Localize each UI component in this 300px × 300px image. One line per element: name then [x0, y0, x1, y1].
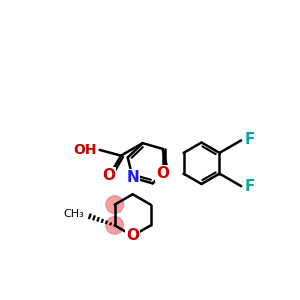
Text: N: N: [126, 170, 139, 185]
Text: O: O: [156, 166, 169, 181]
Text: O: O: [102, 168, 115, 183]
Circle shape: [106, 217, 124, 234]
Text: F: F: [244, 179, 255, 194]
Text: CH₃: CH₃: [63, 209, 84, 219]
Text: O: O: [126, 228, 139, 243]
Text: F: F: [244, 132, 255, 147]
Circle shape: [106, 196, 124, 214]
Text: OH: OH: [73, 143, 97, 157]
